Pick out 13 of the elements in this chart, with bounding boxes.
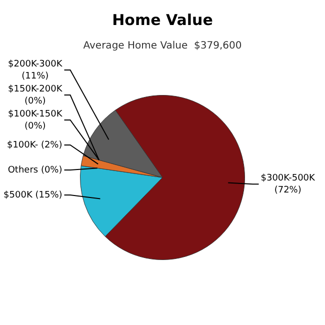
legend-label: Others (0%): [8, 165, 62, 176]
slice-label: $200K-300K: [8, 59, 64, 70]
slice-label: $100K- (2%): [6, 140, 62, 150]
chart-title: Home Value: [112, 10, 213, 29]
data-label: (11%): [22, 71, 49, 82]
category-label: $150K-200K: [8, 84, 62, 94]
category-label: $100K-150K: [8, 109, 62, 120]
data-label: (72%): [274, 185, 302, 196]
slice-label: $300K-500K: [260, 173, 316, 184]
slice-label: $500K (15%): [4, 190, 62, 200]
chart-subtitle: Average Home Value $379,600: [83, 40, 242, 52]
text: (0%): [24, 96, 46, 106]
text: (0%): [24, 121, 46, 132]
